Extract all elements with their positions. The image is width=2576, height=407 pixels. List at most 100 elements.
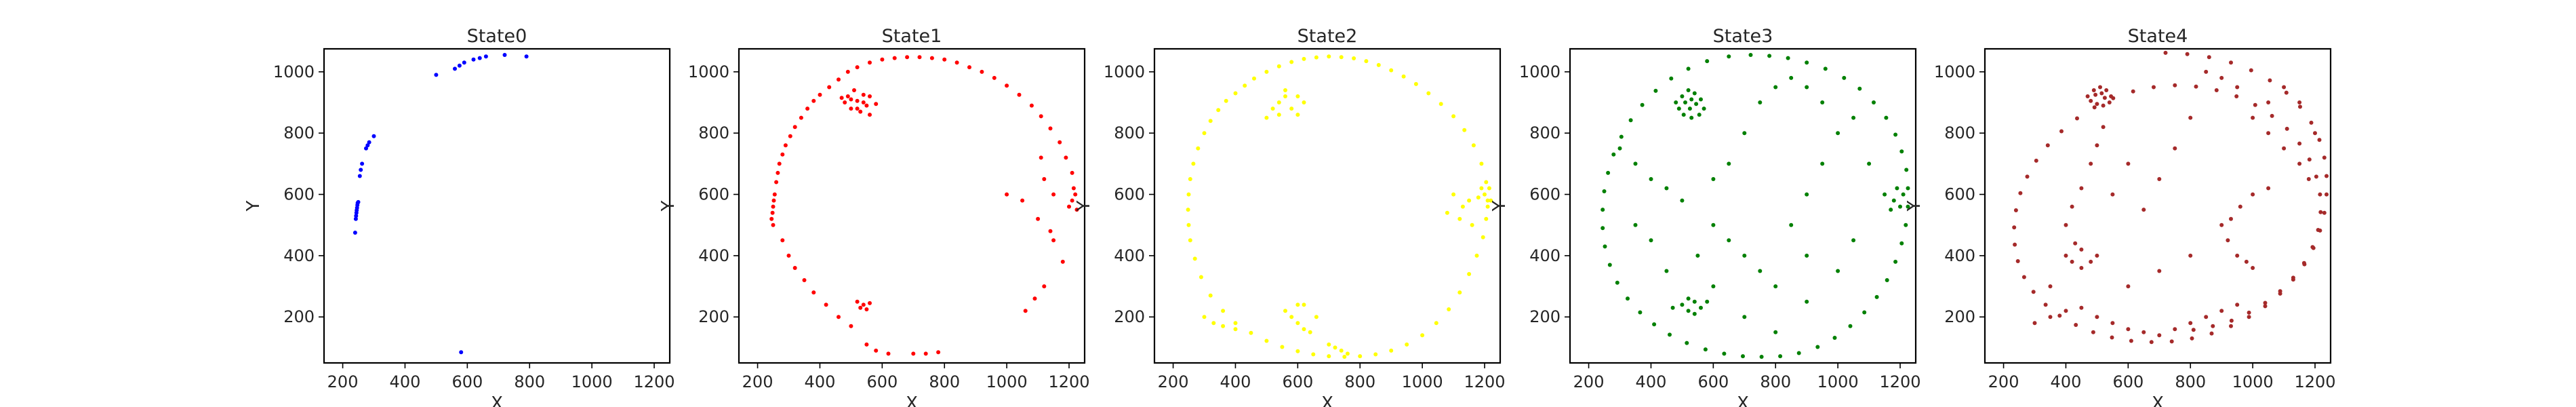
- data-point: [1611, 152, 1616, 157]
- data-point: [1036, 216, 1041, 221]
- data-point: [1283, 309, 1287, 313]
- data-point: [2229, 318, 2234, 323]
- data-point: [1243, 83, 1247, 88]
- x-tick-label: 1200: [1048, 372, 1089, 391]
- data-point: [1479, 186, 1484, 191]
- data-point: [855, 106, 860, 111]
- data-point: [2064, 309, 2068, 313]
- data-point: [1617, 146, 1622, 151]
- data-point: [1676, 106, 1681, 111]
- y-tick-label: 1000: [273, 62, 315, 81]
- x-tick-label: 200: [742, 372, 773, 391]
- data-point: [1048, 126, 1053, 131]
- data-point: [2075, 116, 2079, 121]
- data-point: [769, 216, 774, 221]
- data-point: [1484, 216, 1489, 221]
- data-point: [2297, 100, 2302, 104]
- data-point: [1680, 94, 1685, 98]
- data-point: [849, 106, 853, 111]
- data-point: [1805, 60, 1809, 65]
- data-point: [1064, 155, 1068, 160]
- y-axis-label: Y: [1904, 200, 1925, 212]
- data-point: [1786, 56, 1790, 60]
- data-point: [2316, 228, 2320, 232]
- data-point: [1233, 91, 1238, 96]
- data-point: [2034, 158, 2038, 163]
- data-point: [1233, 327, 1238, 332]
- data-point: [1759, 355, 1764, 359]
- x-tick-label: 1200: [2294, 372, 2335, 391]
- data-point: [2235, 85, 2240, 90]
- data-point: [2043, 303, 2048, 307]
- y-tick-label: 600: [698, 185, 729, 204]
- x-tick-label: 1000: [2232, 372, 2274, 391]
- data-point: [1773, 284, 1778, 289]
- y-tick-label: 400: [1114, 246, 1145, 265]
- y-tick-label: 200: [1944, 307, 1975, 326]
- data-point: [777, 161, 782, 166]
- data-point: [861, 303, 866, 307]
- data-point: [1276, 100, 1281, 104]
- data-point: [2249, 68, 2253, 73]
- data-point: [1186, 208, 1190, 212]
- data-point: [837, 77, 841, 82]
- data-point: [1202, 315, 1207, 319]
- data-point: [1851, 115, 1856, 120]
- data-point: [1893, 132, 1898, 137]
- data-point: [1289, 106, 1294, 111]
- data-point: [936, 350, 941, 355]
- data-point: [2251, 192, 2255, 197]
- x-axis-label: X: [1737, 393, 1749, 407]
- scatter-panel-2: 200 400 600 800 1000 1200 200 400 600 800 1000 Stat…: [1074, 26, 1506, 407]
- data-point: [2253, 102, 2257, 107]
- data-point: [2229, 324, 2233, 328]
- data-point: [1649, 177, 1653, 181]
- data-point: [1815, 345, 1820, 349]
- data-point: [2297, 141, 2302, 146]
- data-point: [2018, 191, 2023, 195]
- data-point: [1778, 354, 1783, 359]
- data-point: [1208, 119, 1213, 123]
- data-point: [771, 222, 776, 227]
- data-point: [1295, 94, 1300, 98]
- data-point: [1633, 222, 1638, 227]
- x-axis-label: X: [1321, 393, 1333, 407]
- y-tick-label: 1000: [688, 62, 729, 81]
- data-point: [1722, 351, 1727, 356]
- data-point: [2157, 177, 2162, 181]
- data-point: [1699, 305, 1703, 310]
- data-point: [1485, 204, 1490, 209]
- data-point: [1352, 56, 1356, 60]
- data-point: [453, 66, 457, 71]
- data-point: [858, 305, 863, 310]
- y-axis-label: Y: [243, 200, 264, 212]
- data-point: [1327, 354, 1331, 359]
- x-tick-label: 200: [1158, 372, 1189, 391]
- x-axis-label: X: [906, 393, 918, 407]
- data-point: [360, 161, 365, 166]
- data-point: [818, 92, 822, 97]
- data-point: [2095, 102, 2099, 106]
- data-point: [1051, 192, 1056, 197]
- data-point: [2099, 91, 2104, 96]
- data-point: [1601, 226, 1605, 231]
- data-point: [1741, 354, 1745, 359]
- data-point: [1742, 131, 1747, 136]
- data-point: [2204, 315, 2209, 319]
- data-point: [1686, 88, 1691, 92]
- data-point: [1186, 222, 1191, 227]
- data-point: [772, 192, 777, 197]
- data-point: [827, 85, 832, 90]
- data-point: [365, 143, 370, 148]
- data-point: [1638, 310, 1643, 315]
- data-point: [864, 103, 869, 108]
- data-point: [923, 351, 928, 356]
- data-point: [2048, 315, 2053, 319]
- data-point: [1906, 204, 1910, 209]
- data-point: [1899, 149, 1904, 154]
- data-point: [2032, 321, 2037, 326]
- data-point: [880, 57, 885, 62]
- data-point: [799, 115, 803, 120]
- data-point: [845, 94, 850, 98]
- data-point: [1051, 238, 1056, 243]
